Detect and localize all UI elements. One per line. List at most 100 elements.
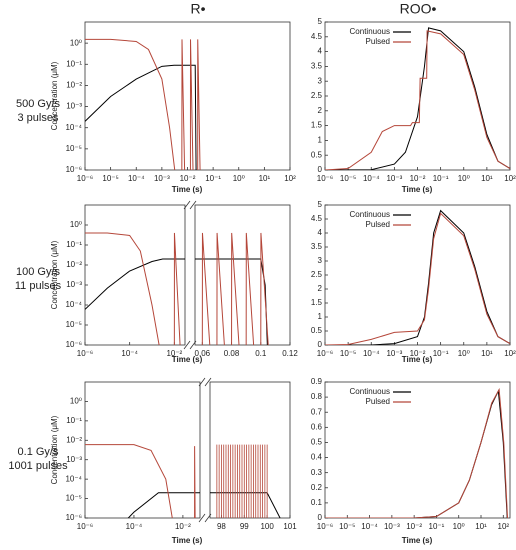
plot-frame <box>324 204 511 346</box>
axis-break <box>204 513 212 523</box>
series-line <box>325 389 508 518</box>
x-tick-label: 99 <box>240 522 249 531</box>
series-line <box>325 387 509 518</box>
y-tick-label: 10⁻² <box>66 435 82 444</box>
x-tick-label: 10² <box>498 522 510 531</box>
axis-break <box>183 200 191 210</box>
x-tick-label: 10⁻² <box>406 522 422 531</box>
y-tick-label: 1.5 <box>311 298 323 307</box>
y-tick-label: 0.2 <box>311 483 323 492</box>
x-tick-label: 98 <box>217 522 226 531</box>
y-tick-label: 2 <box>318 106 323 115</box>
y-tick-label: 2 <box>318 284 323 293</box>
series-line <box>85 38 201 170</box>
x-tick-label: 0.12 <box>282 349 298 358</box>
x-tick-label: 10⁻⁴ <box>121 349 138 358</box>
x-tick-label: 10⁻⁶ <box>317 349 333 358</box>
plot-area <box>85 38 201 170</box>
plot-frame <box>324 381 511 519</box>
plot-area <box>195 232 269 345</box>
x-tick-label: 10² <box>284 174 296 183</box>
x-tick-label: 10⁰ <box>233 174 245 183</box>
plot-frame <box>84 204 186 346</box>
y-tick-label: 10⁻⁶ <box>66 513 82 522</box>
x-tick-label: 10⁻³ <box>386 174 402 183</box>
x-tick-label: 10⁰ <box>453 522 465 531</box>
plot-area <box>325 209 510 345</box>
plot-area <box>85 444 200 518</box>
axis-break <box>189 200 197 210</box>
column-title: ROO• <box>400 1 437 17</box>
y-tick-label: 10⁻¹ <box>66 240 82 249</box>
y-tick-label: 0 <box>318 340 323 349</box>
y-tick-label: 2.5 <box>311 91 323 100</box>
axis-break <box>198 377 206 387</box>
y-tick-label: 4.5 <box>311 32 323 41</box>
plot-area <box>325 387 509 518</box>
y-tick-label: 10⁰ <box>70 220 82 229</box>
legend-label: Continuous <box>350 27 390 36</box>
x-tick-label: 10² <box>504 349 516 358</box>
y-tick-label: 0.4 <box>311 453 323 462</box>
y-axis-label: Concentration (μM) <box>50 415 59 484</box>
series-line <box>85 444 196 518</box>
x-tick-label: 100 <box>260 522 274 531</box>
y-tick-label: 0 <box>318 513 323 522</box>
plot-frame <box>194 204 291 346</box>
x-tick-label: 10⁻⁴ <box>126 522 143 531</box>
x-tick-label: 10⁻¹ <box>205 174 221 183</box>
y-tick-label: 10⁻² <box>66 81 82 90</box>
y-axis-label: Concentration (μM) <box>50 61 59 130</box>
y-tick-label: 0.3 <box>311 468 323 477</box>
y-tick-label: 10⁻⁵ <box>66 320 82 329</box>
plot-frame <box>209 381 291 519</box>
x-tick-label: 10⁻¹ <box>433 349 449 358</box>
x-tick-label: 10⁰ <box>458 349 470 358</box>
x-tick-label: 10⁻⁵ <box>340 174 356 183</box>
y-tick-label: 10⁻⁴ <box>65 123 82 132</box>
series-line <box>201 232 269 345</box>
x-tick-label: 10⁻⁵ <box>340 349 356 358</box>
y-tick-label: 10⁻³ <box>66 455 82 464</box>
axis-break <box>189 340 197 350</box>
row-label: 100 Gy/s <box>16 266 61 278</box>
x-tick-label: 10⁻² <box>180 174 196 183</box>
x-tick-label: 101 <box>283 522 297 531</box>
y-tick-label: 0.5 <box>311 326 323 335</box>
x-tick-label: 10⁻⁶ <box>317 174 333 183</box>
plot-frame <box>324 21 511 171</box>
axis-break <box>183 340 191 350</box>
series-line <box>325 209 510 345</box>
x-tick-label: 10⁰ <box>458 174 470 183</box>
y-tick-label: 10⁰ <box>70 397 82 406</box>
plot-frame <box>84 381 201 519</box>
axis-break <box>198 513 206 523</box>
series-line <box>325 27 510 170</box>
y-tick-label: 4.5 <box>311 214 323 223</box>
x-tick-label: 10¹ <box>475 522 487 531</box>
y-tick-label: 0.7 <box>311 407 323 416</box>
x-axis-label: Time (s) <box>172 185 203 194</box>
row-label: 1001 pulses <box>8 460 68 472</box>
x-tick-label: 10⁻⁴ <box>363 349 380 358</box>
x-axis-label: Time (s) <box>402 355 433 364</box>
x-tick-label: 10⁻¹ <box>429 522 445 531</box>
row-label: 11 pulses <box>15 280 62 292</box>
x-axis-label: Time (s) <box>402 536 433 545</box>
y-tick-label: 0 <box>318 165 323 174</box>
y-tick-label: 10⁰ <box>70 38 82 47</box>
plot-area <box>85 232 185 345</box>
x-tick-label: 10⁻¹ <box>433 174 449 183</box>
y-tick-label: 5 <box>318 200 323 209</box>
series-line <box>85 232 181 345</box>
axis-break <box>204 377 212 387</box>
x-tick-label: 10¹ <box>481 349 493 358</box>
row-label: 500 Gy/s <box>16 98 61 110</box>
row-label: 0.1 Gy/s <box>18 446 59 458</box>
legend-label: Continuous <box>350 210 390 219</box>
y-tick-label: 5 <box>318 17 323 26</box>
x-tick-label: 10⁻⁶ <box>317 522 333 531</box>
y-tick-label: 0.5 <box>311 150 323 159</box>
x-tick-label: 0.06 <box>195 349 211 358</box>
